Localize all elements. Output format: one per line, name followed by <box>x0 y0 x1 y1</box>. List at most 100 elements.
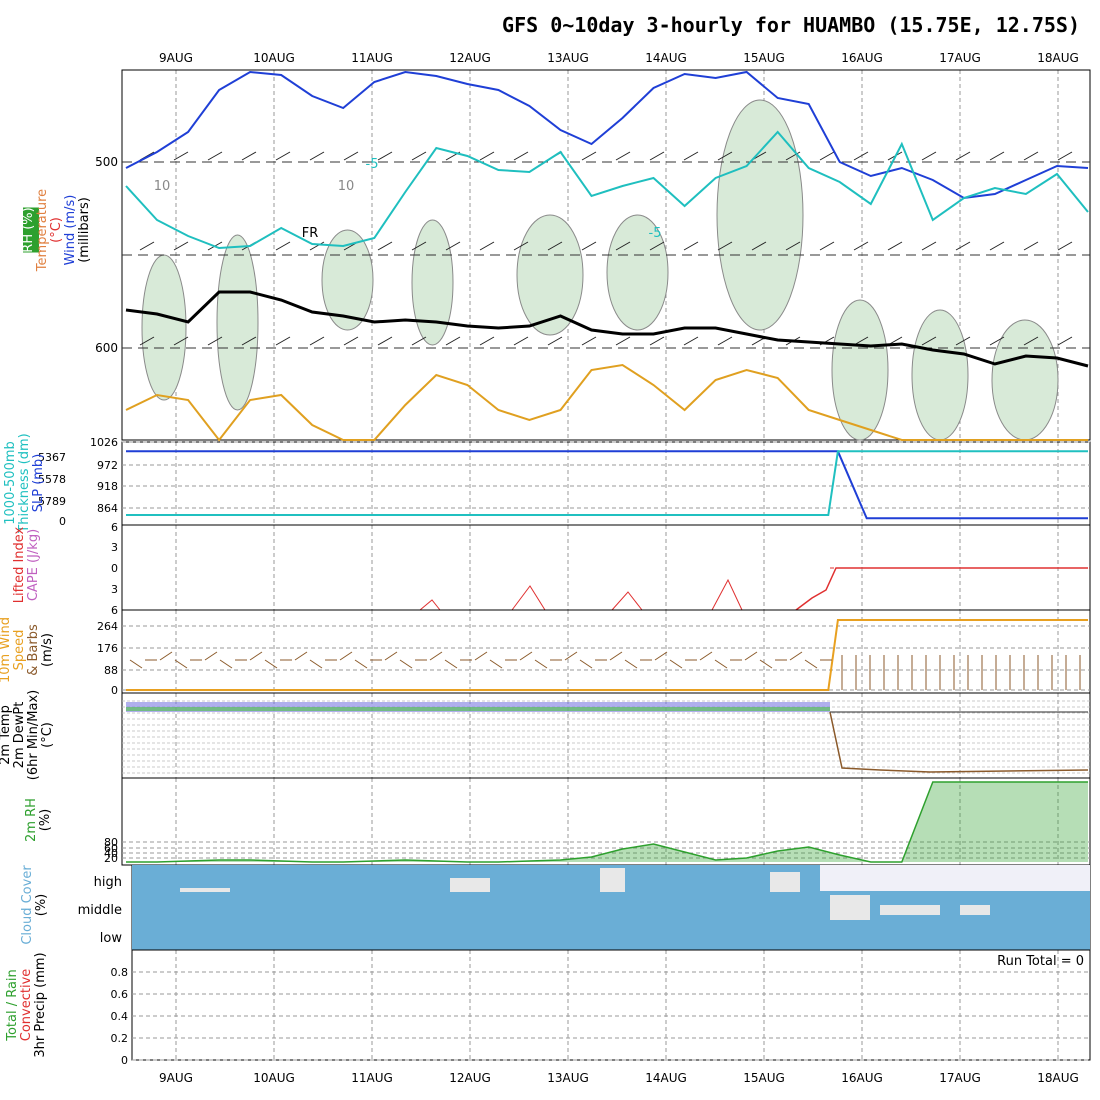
thickness-tick-label: 5789 <box>38 495 66 508</box>
wind-barb <box>1023 336 1039 346</box>
top-date-axis: 9AUG 10AUG 11AUG 12AUG 13AUG 14AUG 15AUG 16AUG 1… <box>159 51 1079 65</box>
rh-legend-swatch <box>23 207 39 253</box>
top-date-label: 14AUG <box>645 51 687 65</box>
lifted-index-line <box>795 567 1088 611</box>
upper-axis-title: RH (%) <box>21 207 36 252</box>
thickness-tick-label: 5578 <box>38 473 66 486</box>
wind-barb <box>853 241 869 251</box>
thickness-tick-label: 0 <box>59 515 66 528</box>
rh-axis-title: (%) <box>38 809 53 832</box>
wind-barb <box>955 336 971 346</box>
wind-barb <box>547 241 563 251</box>
lifted-tick-label: 6 <box>111 521 118 534</box>
rh-contour <box>216 234 259 411</box>
wind-barb <box>377 151 393 161</box>
wind-barb <box>445 241 461 251</box>
slp-tick-label: 972 <box>97 459 118 472</box>
surface-wind-barb <box>219 659 233 669</box>
wind-barb <box>649 336 665 346</box>
wind-barb <box>1057 336 1073 346</box>
wind-barb <box>275 151 291 161</box>
lifted-tick-label: 3 <box>111 583 118 596</box>
surface-wind-barb <box>474 651 488 661</box>
wind-barb <box>343 151 359 161</box>
upper-axis-title: Temperature <box>35 189 50 272</box>
wind-barb <box>819 151 835 161</box>
wind-barb <box>513 241 529 251</box>
upper-axis-title: (millibars) <box>77 197 92 263</box>
upper-series-line <box>125 130 1089 250</box>
bottom-date-label: 18AUG <box>1037 1071 1079 1085</box>
contour-label: 10 <box>338 179 355 194</box>
wind-barb <box>921 241 937 251</box>
wind-barb <box>785 241 801 251</box>
wind-barb <box>649 241 665 251</box>
surface-wind-barb <box>534 659 548 669</box>
slp-tick-label: 1026 <box>90 436 118 449</box>
wind-barb <box>717 241 733 251</box>
wind-barb <box>887 241 903 251</box>
wind-barb <box>683 336 699 346</box>
rh-contour <box>606 214 669 331</box>
surface-wind-barb <box>624 659 638 669</box>
panel-frame <box>121 441 1091 526</box>
wind-barb <box>1057 241 1073 251</box>
surface-wind-barb <box>714 659 728 669</box>
surface-wind-barb <box>309 659 323 669</box>
wind-barb <box>309 241 325 251</box>
contour-label: -5 <box>366 157 379 172</box>
surface-wind-barb <box>444 659 458 669</box>
cloud-tick-label: high <box>94 875 122 890</box>
rh-tick-label: 20 <box>104 852 118 865</box>
precip-panel: 0.8 0.6 0.4 0.2 0 <box>111 949 1091 1067</box>
wind-barb <box>513 336 529 346</box>
wind-barb <box>955 241 971 251</box>
run-total-label: Run Total = 0 <box>997 954 1084 969</box>
wind-barb <box>649 151 665 161</box>
surface-wind-barb <box>744 651 758 661</box>
wind-barb <box>241 336 257 346</box>
wind-barb <box>989 336 1005 346</box>
wind-barb <box>275 241 291 251</box>
wind-barb <box>411 241 427 251</box>
temp2m-line <box>829 711 1089 773</box>
lifted-axis-title: CAPE (J/kg) <box>26 529 41 601</box>
cloud-cover-panel: high middle low <box>78 864 1091 951</box>
surface-wind-barb <box>249 651 263 661</box>
top-date-label: 12AUG <box>449 51 491 65</box>
precip-axis-title: Convective <box>19 969 34 1042</box>
lifted-spike <box>511 585 546 611</box>
slp-series-line <box>126 450 1088 520</box>
bottom-date-label: 14AUG <box>645 1071 687 1085</box>
wind10-line <box>126 619 1088 691</box>
surface-wind-barb <box>294 651 308 661</box>
contour-label: -5 <box>649 226 662 241</box>
top-date-label: 16AUG <box>841 51 883 65</box>
wind-barb <box>581 151 597 161</box>
wind-barb <box>1057 151 1073 161</box>
lifted-index-panel: 6 3 0 3 6 <box>111 521 1091 617</box>
dewpoint-line <box>125 363 1088 442</box>
cloud-gap <box>450 878 490 892</box>
wind-barb <box>411 151 427 161</box>
temp-axis-title: 2m Temp <box>0 705 13 765</box>
wind-barb <box>683 151 699 161</box>
wind-barb <box>683 241 699 251</box>
wind-barb <box>411 336 427 346</box>
temp-axis-title: (6hr Min/Max) <box>26 690 41 780</box>
wind-barb <box>921 336 937 346</box>
precip-tick-label: 0.8 <box>111 966 129 979</box>
wind-barb <box>479 241 495 251</box>
surface-wind-barb <box>384 651 398 661</box>
wind-tick-label: 88 <box>104 664 118 677</box>
wind-barb <box>955 151 971 161</box>
precip-axis-title: 3hr Precip (mm) <box>33 952 48 1057</box>
precip-tick-label: 0 <box>121 1054 128 1067</box>
lifted-spike <box>611 591 643 611</box>
rh-tick-label: 40 <box>104 847 118 860</box>
surface-wind-barb <box>354 659 368 669</box>
wind-barb <box>513 151 529 161</box>
surface-wind-barb <box>789 651 803 661</box>
cloud-gap <box>960 905 990 915</box>
wind-barb <box>207 151 223 161</box>
